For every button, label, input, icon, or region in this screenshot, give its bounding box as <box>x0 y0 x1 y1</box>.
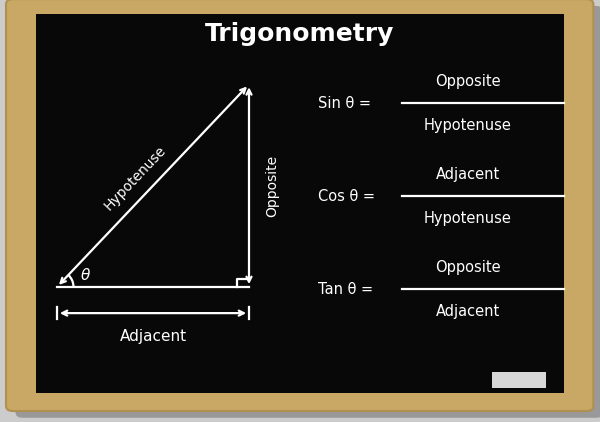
Text: Trigonometry: Trigonometry <box>205 22 395 46</box>
FancyBboxPatch shape <box>16 6 600 418</box>
Text: $\theta$: $\theta$ <box>80 267 91 283</box>
Text: Hypotenuse: Hypotenuse <box>424 118 512 133</box>
FancyBboxPatch shape <box>36 14 564 393</box>
Text: Cos θ =: Cos θ = <box>318 189 375 204</box>
Bar <box>492 372 546 388</box>
Text: Adjacent: Adjacent <box>436 167 500 182</box>
Text: Hypotenuse: Hypotenuse <box>101 143 169 213</box>
Text: Opposite: Opposite <box>435 260 501 275</box>
Text: Hypotenuse: Hypotenuse <box>424 211 512 226</box>
Text: Adjacent: Adjacent <box>119 329 187 344</box>
Text: Sin θ =: Sin θ = <box>318 96 371 111</box>
Text: Opposite: Opposite <box>265 154 279 217</box>
Text: Opposite: Opposite <box>435 74 501 89</box>
Text: Tan θ =: Tan θ = <box>318 281 373 297</box>
Text: Adjacent: Adjacent <box>436 303 500 319</box>
FancyBboxPatch shape <box>6 0 593 411</box>
